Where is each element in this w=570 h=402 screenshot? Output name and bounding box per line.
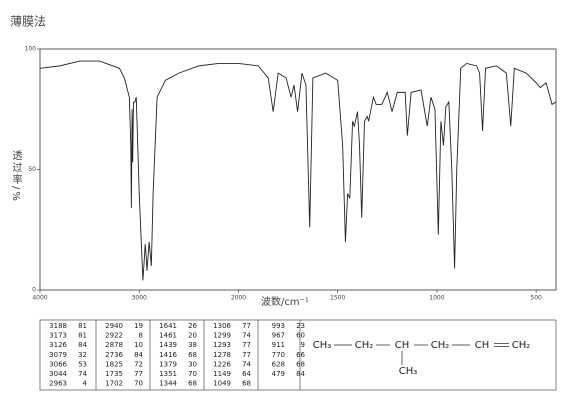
y-tick-label: 50 — [28, 166, 36, 173]
table-transmittance: 53 — [78, 360, 87, 368]
table-wavenumber: 993 — [272, 322, 285, 330]
table-wavenumber: 1278 — [213, 351, 231, 359]
table-transmittance: 68 — [188, 380, 197, 388]
table-transmittance: 64 — [242, 370, 251, 378]
table-transmittance: 68 — [296, 360, 305, 368]
table-transmittance: 77 — [242, 341, 251, 349]
chart-title: 薄膜法 — [10, 14, 46, 29]
table-transmittance: 9 — [301, 341, 305, 349]
table-wavenumber: 1344 — [159, 380, 177, 388]
table-transmittance: 26 — [188, 322, 197, 330]
x-tick-label: 1000 — [429, 295, 444, 302]
table-wavenumber: 1439 — [159, 341, 177, 349]
table-transmittance: 19 — [134, 322, 143, 330]
table-transmittance: 68 — [242, 380, 251, 388]
table-transmittance: 84 — [134, 351, 143, 359]
table-wavenumber: 1293 — [213, 341, 231, 349]
table-wavenumber: 479 — [272, 370, 285, 378]
table-transmittance: 81 — [78, 322, 87, 330]
table-wavenumber: 1049 — [213, 380, 231, 388]
table-wavenumber: 3126 — [49, 341, 67, 349]
y-axis-label: 透过率/% — [10, 150, 22, 203]
plot-frame — [39, 48, 557, 291]
x-tick-label: 2000 — [231, 295, 246, 302]
x-tick-label: 500 — [530, 295, 542, 302]
table-wavenumber: 1149 — [213, 370, 231, 378]
table-wavenumber: 1306 — [213, 322, 231, 330]
x-axis-label: 波数/cm⁻¹ — [261, 295, 309, 308]
table-transmittance: 84 — [78, 341, 87, 349]
x-tick-label: 3000 — [132, 295, 147, 302]
table-wavenumber: 3188 — [49, 322, 67, 330]
structure-group: CH₂ — [431, 340, 450, 351]
structure-group: CH — [475, 340, 490, 351]
table-transmittance: 74 — [242, 360, 251, 368]
table-wavenumber: 1226 — [213, 360, 231, 368]
table-transmittance: 30 — [188, 360, 197, 368]
table-transmittance: 77 — [242, 322, 251, 330]
table-transmittance: 70 — [188, 370, 197, 378]
table-transmittance: 77 — [242, 351, 251, 359]
table-transmittance: 74 — [242, 332, 251, 340]
x-tick-label: 1500 — [330, 295, 345, 302]
table-transmittance: 4 — [83, 380, 88, 388]
table-wavenumber: 770 — [272, 351, 285, 359]
table-wavenumber: 1825 — [105, 360, 123, 368]
table-wavenumber: 3044 — [49, 370, 67, 378]
table-transmittance: 81 — [78, 332, 87, 340]
table-transmittance: 10 — [134, 341, 143, 349]
table-wavenumber: 628 — [272, 360, 285, 368]
table-transmittance: 60 — [296, 332, 305, 340]
table-wavenumber: 2736 — [105, 351, 123, 359]
table-wavenumber: 967 — [272, 332, 285, 340]
table-transmittance: 72 — [134, 360, 143, 368]
table-wavenumber: 1461 — [159, 332, 177, 340]
table-wavenumber: 1416 — [159, 351, 177, 359]
table-wavenumber: 1702 — [105, 380, 123, 388]
table-transmittance: 8 — [139, 332, 143, 340]
table-transmittance: 68 — [188, 351, 197, 359]
table-transmittance: 77 — [134, 370, 143, 378]
table-transmittance: 38 — [188, 341, 197, 349]
y-tick-label: 0 — [32, 287, 36, 294]
table-transmittance: 74 — [78, 370, 87, 378]
structure-group: CH₃ — [313, 340, 332, 351]
structure-branch: CH₃ — [399, 366, 418, 377]
table-wavenumber: 1379 — [159, 360, 177, 368]
structure-group: CH₂ — [512, 340, 531, 351]
table-frame — [39, 319, 557, 391]
table-wavenumber: 1351 — [159, 370, 177, 378]
table-transmittance: 23 — [296, 322, 305, 330]
table-wavenumber: 1299 — [213, 332, 231, 340]
table-transmittance: 70 — [134, 380, 143, 388]
table-transmittance: 66 — [296, 351, 305, 359]
table-wavenumber: 3066 — [49, 360, 67, 368]
structure-group: CH₂ — [355, 340, 374, 351]
table-wavenumber: 1735 — [105, 370, 123, 378]
table-wavenumber: 2878 — [105, 341, 123, 349]
table-wavenumber: 3173 — [49, 332, 67, 340]
x-tick-label: 4000 — [32, 295, 47, 302]
structure-group: CH — [395, 340, 410, 351]
table-wavenumber: 2940 — [105, 322, 123, 330]
table-wavenumber: 911 — [272, 341, 285, 349]
table-wavenumber: 2922 — [105, 332, 123, 340]
y-tick-label: 100 — [25, 46, 37, 53]
table-transmittance: 32 — [78, 351, 87, 359]
table-wavenumber: 2963 — [49, 380, 67, 388]
table-transmittance: 84 — [296, 370, 305, 378]
table-wavenumber: 1641 — [159, 322, 177, 330]
table-transmittance: 20 — [188, 332, 197, 340]
spectrum-line — [39, 60, 557, 281]
table-wavenumber: 3079 — [49, 351, 67, 359]
